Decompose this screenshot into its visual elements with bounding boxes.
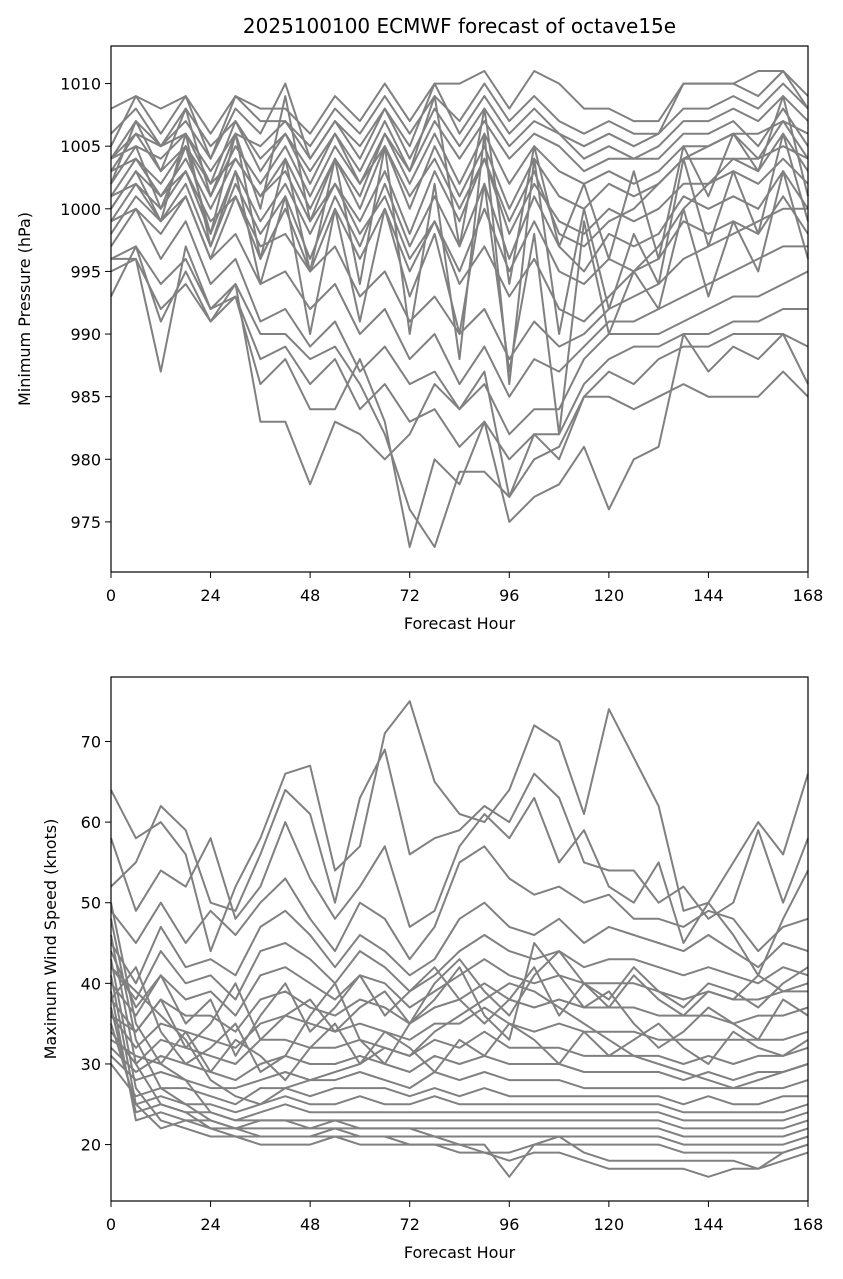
wind-x-axis-label: Forecast Hour bbox=[404, 1243, 516, 1262]
pressure-series-line-6 bbox=[110, 120, 809, 198]
pressure-series-line-22 bbox=[110, 132, 809, 436]
pressure-x-tick-label: 24 bbox=[200, 586, 220, 605]
wind-series-line-4 bbox=[110, 845, 809, 961]
pressure-x-tick-label: 120 bbox=[594, 586, 625, 605]
wind-series-line-5 bbox=[110, 901, 809, 985]
wind-series-line-21 bbox=[110, 902, 809, 1178]
wind-series bbox=[110, 700, 809, 1178]
wind-plot-frame bbox=[110, 676, 809, 1202]
pressure-x-tick-label: 48 bbox=[300, 586, 320, 605]
pressure-series-line-19 bbox=[111, 257, 809, 548]
wind-y-tick-label: 70 bbox=[81, 732, 101, 751]
wind-series-line-23 bbox=[110, 942, 809, 1073]
pressure-series-line-11 bbox=[110, 107, 809, 248]
wind-x-tick-label: 120 bbox=[594, 1215, 625, 1234]
wind-x-tick-label: 168 bbox=[793, 1215, 824, 1234]
pressure-series-line-10 bbox=[110, 195, 809, 285]
pressure-series-line-21 bbox=[110, 132, 809, 386]
pressure-y-tick-label: 980 bbox=[70, 450, 101, 469]
wind-series-line-9 bbox=[110, 1006, 809, 1049]
pressure-series-line-4 bbox=[110, 95, 809, 173]
wind-series-line-6 bbox=[110, 934, 809, 1001]
wind-series-line-7 bbox=[110, 958, 808, 1017]
pressure-y-tick-label: 985 bbox=[70, 388, 101, 407]
wind-series-line-26 bbox=[110, 950, 809, 1049]
wind-y-tick-label: 20 bbox=[81, 1136, 101, 1155]
wind-x-tick-label: 72 bbox=[400, 1215, 420, 1234]
pressure-x-tick-label: 96 bbox=[499, 586, 519, 605]
pressure-series-line-16 bbox=[110, 245, 808, 461]
pressure-y-axis-label: Minimum Pressure (hPa) bbox=[15, 212, 34, 406]
pressure-y-tick-label: 1000 bbox=[60, 200, 101, 219]
pressure-series bbox=[110, 70, 809, 548]
pressure-series-line-18 bbox=[110, 245, 809, 548]
pressure-series-line-14 bbox=[110, 182, 808, 398]
wind-x-tick-label: 24 bbox=[200, 1215, 220, 1234]
wind-y-ticks: 20 30 40 50 60 70 bbox=[81, 732, 111, 1155]
wind-series-line-11 bbox=[110, 1047, 809, 1082]
pressure-x-tick-label: 168 bbox=[793, 586, 824, 605]
pressure-x-tick-label: 144 bbox=[693, 586, 724, 605]
wind-series-line-18 bbox=[110, 959, 809, 1146]
wind-series-line-14 bbox=[110, 1023, 809, 1114]
pressure-series-line-8 bbox=[110, 157, 809, 235]
pressure-series-line-2 bbox=[110, 70, 809, 160]
wind-x-tick-label: 96 bbox=[499, 1215, 519, 1234]
pressure-y-tick-label: 1010 bbox=[60, 75, 101, 94]
chart-title: 2025100100 ECMWF forecast of octave15e bbox=[243, 14, 676, 38]
wind-y-axis-label: Maximum Wind Speed (knots) bbox=[41, 819, 60, 1060]
wind-series-line-25 bbox=[110, 1022, 809, 1082]
wind-series-line-24 bbox=[110, 950, 809, 1057]
pressure-x-tick-label: 0 bbox=[106, 586, 116, 605]
wind-series-line-17 bbox=[110, 975, 809, 1138]
wind-y-tick-label: 30 bbox=[81, 1055, 101, 1074]
pressure-y-tick-label: 1005 bbox=[60, 137, 101, 156]
pressure-series-line-3 bbox=[110, 82, 809, 160]
pressure-plot-frame bbox=[110, 45, 809, 573]
wind-series-line-2 bbox=[110, 748, 809, 920]
pressure-y-tick-label: 990 bbox=[70, 325, 101, 344]
wind-series-line-20 bbox=[110, 918, 809, 1178]
pressure-y-tick-label: 975 bbox=[70, 513, 101, 532]
pressure-series-line-20 bbox=[110, 95, 809, 285]
wind-y-tick-label: 60 bbox=[81, 813, 101, 832]
pressure-x-tick-label: 72 bbox=[400, 586, 420, 605]
wind-series-line-12 bbox=[110, 1055, 809, 1090]
wind-series-line-22 bbox=[110, 966, 809, 1106]
wind-chart: 20 30 40 50 60 70 0 24 48 72 96 120 144 168 Forecast… bbox=[41, 676, 823, 1262]
pressure-y-tick-label: 995 bbox=[70, 262, 101, 281]
pressure-x-ticks: 0 24 48 72 96 120 144 168 bbox=[106, 572, 823, 605]
wind-series-line-10 bbox=[110, 1030, 809, 1065]
wind-series-line-13 bbox=[110, 1063, 808, 1106]
pressure-chart: 2025100100 ECMWF forecast of octave15e 9… bbox=[15, 14, 823, 633]
wind-y-tick-label: 40 bbox=[81, 974, 101, 993]
wind-y-tick-label: 50 bbox=[81, 894, 101, 913]
pressure-series-line-7 bbox=[110, 132, 809, 210]
wind-x-tick-label: 144 bbox=[693, 1215, 724, 1234]
wind-x-tick-label: 0 bbox=[106, 1215, 116, 1234]
wind-x-ticks: 0 24 48 72 96 120 144 168 bbox=[106, 1201, 823, 1234]
wind-series-line-3 bbox=[110, 796, 809, 977]
pressure-y-ticks: 975 980 985 990 995 1000 1005 1010 bbox=[60, 75, 111, 532]
pressure-x-axis-label: Forecast Hour bbox=[404, 614, 516, 633]
pressure-series-line-5 bbox=[110, 107, 809, 185]
wind-x-tick-label: 48 bbox=[300, 1215, 320, 1234]
